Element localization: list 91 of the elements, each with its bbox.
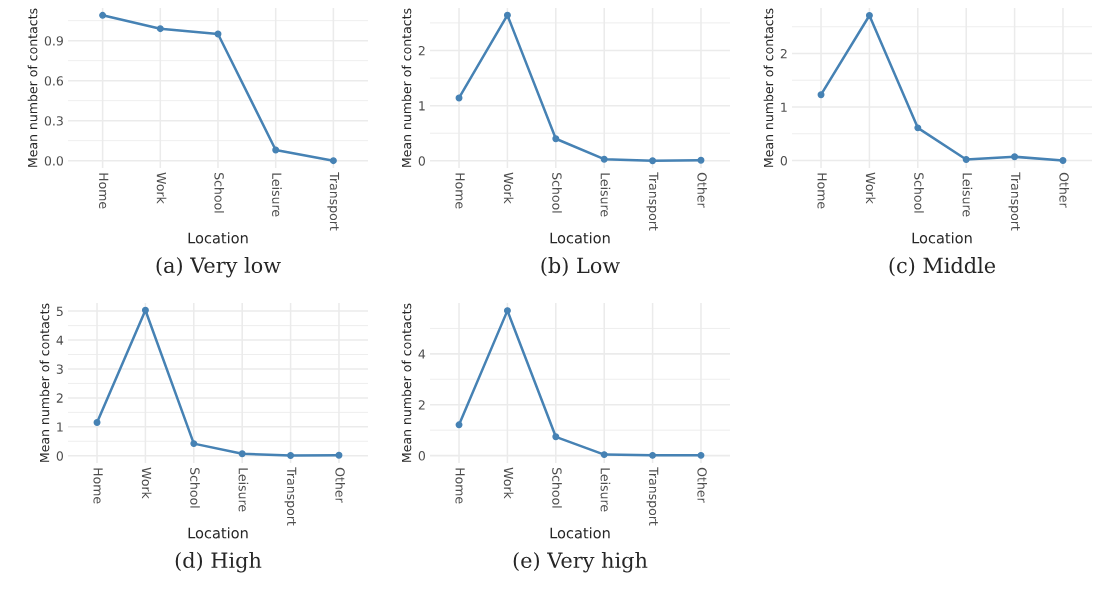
point — [238, 450, 246, 458]
point — [93, 419, 101, 426]
point — [914, 124, 922, 132]
point — [600, 451, 608, 459]
point — [141, 306, 149, 314]
text: (c) Middle — [889, 257, 996, 277]
x-axis-title: Location — [912, 232, 972, 244]
x-tick-label: Other — [697, 172, 708, 208]
x-tick-label: Home — [98, 173, 109, 209]
x-tick-label: Leisure — [600, 173, 611, 217]
point — [156, 25, 164, 33]
point — [1011, 153, 1019, 161]
text: (e) Very high — [513, 551, 648, 573]
point — [697, 156, 705, 164]
y-axis-title: Mean number of contacts — [39, 303, 50, 462]
x-axis-title: Location — [188, 232, 248, 244]
x-tick-label: Transport — [646, 467, 659, 526]
y-tick-label: 0 — [418, 156, 425, 166]
y-tick-label: 0.6 — [44, 76, 64, 86]
y-tick-label: 5 — [56, 306, 63, 317]
x-tick-label: Home — [817, 173, 827, 209]
x-tick-label: Other — [335, 467, 346, 503]
y-tick-label: 0 — [418, 451, 425, 461]
y-tick-label: 1 — [781, 102, 787, 112]
point — [552, 135, 560, 143]
point — [190, 440, 198, 448]
point — [455, 421, 463, 429]
y-tick-label: 2 — [56, 393, 63, 403]
x-axis-title: Location — [188, 527, 248, 539]
x-tick-label: Leisure — [962, 173, 973, 217]
x-tick-label: Work — [503, 172, 514, 204]
y-tick-label: 0.3 — [44, 116, 63, 126]
x-tick-label: Transport — [646, 172, 659, 231]
point — [697, 451, 705, 459]
text: (b) Low — [541, 257, 620, 277]
x-axis-title: Location — [550, 232, 610, 244]
point — [649, 157, 657, 165]
x-tick-label: Transport — [1008, 172, 1021, 231]
x-tick-label: Transport — [327, 172, 340, 231]
point — [503, 11, 511, 19]
point — [817, 91, 825, 99]
text: (d) High — [175, 551, 262, 573]
y-tick-label: 4 — [56, 335, 64, 345]
x-axis-title: Location — [550, 527, 610, 539]
x-tick-label: Home — [455, 468, 465, 504]
point — [865, 12, 873, 19]
point — [962, 155, 970, 163]
x-tick-label: Leisure — [272, 173, 282, 217]
point — [99, 11, 107, 19]
point — [649, 451, 657, 459]
x-tick-label: School — [214, 172, 225, 213]
y-tick-label: 2 — [780, 48, 787, 59]
x-tick-label: School — [190, 467, 200, 508]
x-tick-label: School — [552, 172, 562, 213]
point — [552, 433, 560, 441]
y-axis-title: Mean number of contacts — [401, 303, 412, 462]
point — [335, 451, 343, 459]
point — [503, 307, 511, 315]
x-tick-label: School — [914, 172, 924, 213]
x-tick-label: Work — [503, 467, 514, 499]
y-tick-label: 0 — [780, 155, 787, 166]
x-tick-label: Work — [865, 172, 876, 204]
y-axis-title: Mean number of contacts — [401, 8, 412, 167]
y-axis-title: Mean number of contacts — [763, 8, 774, 167]
text: (a) Very low — [156, 256, 281, 278]
point — [455, 94, 463, 102]
x-tick-label: Other — [697, 467, 708, 503]
x-tick-label: Other — [1059, 172, 1070, 208]
y-tick-label: 3 — [56, 364, 63, 374]
point — [600, 155, 608, 163]
point — [1059, 157, 1067, 164]
point — [329, 157, 337, 165]
point — [287, 452, 295, 459]
x-tick-label: Work — [156, 172, 167, 204]
y-tick-label: 4 — [418, 349, 426, 359]
y-tick-label: 0 — [56, 451, 63, 461]
y-tick-label: 0.9 — [44, 36, 63, 46]
x-tick-label: Leisure — [600, 468, 611, 512]
point — [272, 146, 280, 154]
y-tick-label: 1 — [57, 422, 63, 432]
y-axis-title: Mean number of contacts — [27, 8, 38, 167]
x-tick-label: Work — [141, 467, 152, 499]
x-tick-label: Transport — [284, 467, 297, 526]
x-tick-label: Home — [93, 468, 103, 504]
x-tick-label: Leisure — [238, 468, 249, 512]
y-tick-label: 2 — [418, 45, 425, 56]
y-tick-label: 2 — [418, 400, 425, 410]
x-tick-label: Home — [455, 173, 465, 209]
y-tick-label: 1 — [419, 101, 425, 111]
x-tick-label: School — [552, 467, 562, 508]
y-tick-label: 0.0 — [44, 156, 63, 166]
